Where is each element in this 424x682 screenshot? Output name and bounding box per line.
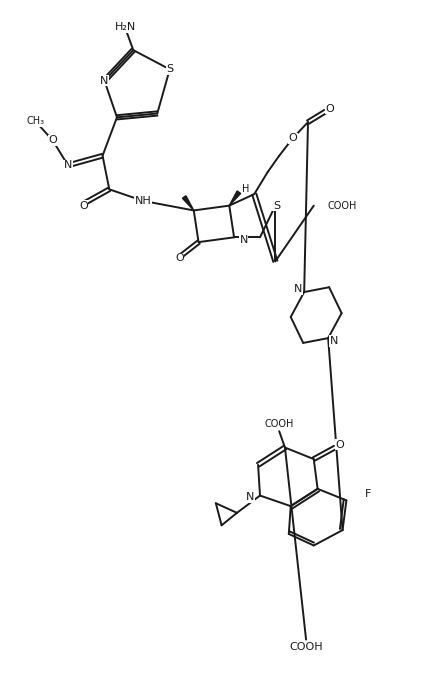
Text: H₂N: H₂N (115, 22, 136, 32)
Text: O: O (48, 135, 57, 145)
Text: CH₃: CH₃ (26, 116, 45, 126)
Text: N: N (294, 284, 303, 294)
Text: COOH: COOH (289, 642, 323, 652)
Text: O: O (288, 134, 297, 143)
Text: N: N (240, 235, 248, 246)
Text: N: N (64, 160, 72, 170)
Text: F: F (365, 488, 372, 499)
Polygon shape (182, 196, 194, 211)
Text: O: O (175, 254, 184, 263)
Text: NH: NH (134, 196, 151, 206)
Text: COOH: COOH (265, 419, 294, 428)
Text: N: N (246, 492, 254, 503)
Polygon shape (229, 191, 241, 206)
Text: O: O (326, 104, 335, 114)
Text: N: N (100, 76, 109, 86)
Text: O: O (335, 440, 344, 449)
Text: S: S (166, 64, 173, 74)
Text: COOH: COOH (327, 201, 357, 211)
Text: H: H (242, 184, 249, 194)
Text: S: S (273, 201, 280, 211)
Text: O: O (79, 201, 88, 211)
Text: N: N (330, 336, 338, 346)
